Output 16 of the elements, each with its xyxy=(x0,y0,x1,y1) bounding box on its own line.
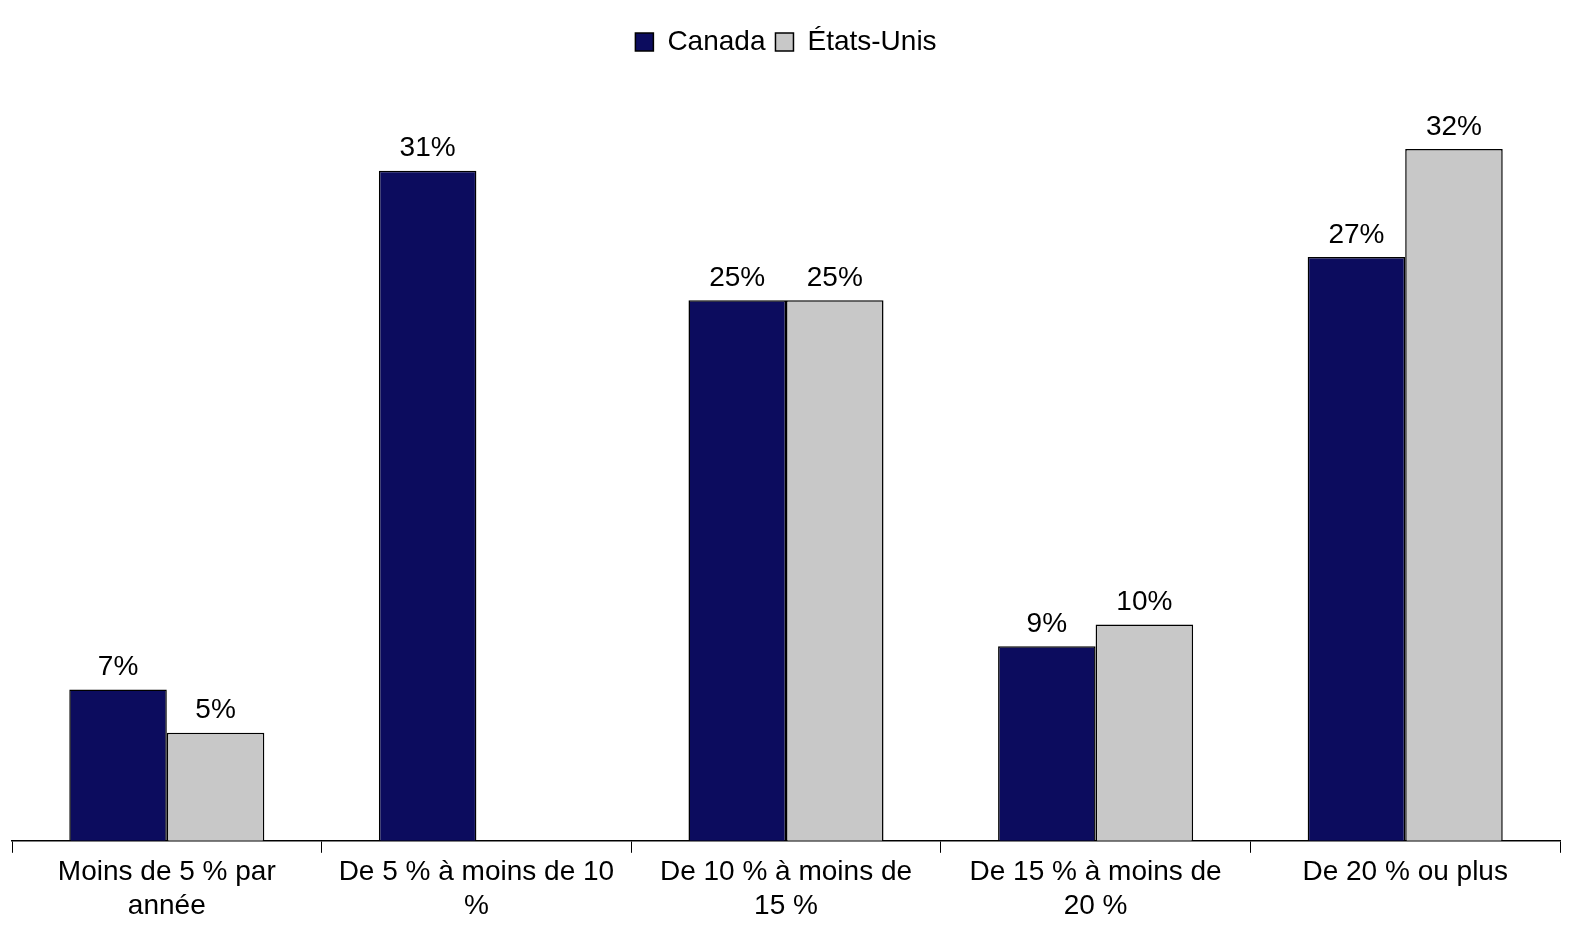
x-tick-label: Moins de 5 % par année xyxy=(57,855,276,920)
legend-label: Canada xyxy=(667,24,766,56)
data-label: 31% xyxy=(399,131,456,163)
data-label: 5% xyxy=(195,693,236,725)
data-label: 7% xyxy=(97,650,139,682)
x-tick-label: De 5 % à moins de 10 % xyxy=(338,855,615,920)
x-tick-label: De 15 % à moins de 20 % xyxy=(969,855,1222,920)
data-label: 27% xyxy=(1328,217,1385,249)
legend-label: États-Unis xyxy=(807,24,937,56)
x-tick-label: De 10 % à moins de 15 % xyxy=(659,855,913,920)
x-tick-label: De 20 % ou plus xyxy=(1302,855,1508,887)
data-label: 25% xyxy=(806,261,863,293)
data-label: 10% xyxy=(1116,585,1173,617)
data-label: 9% xyxy=(1026,606,1068,638)
data-label: 32% xyxy=(1425,109,1482,141)
data-label: 25% xyxy=(709,261,766,293)
